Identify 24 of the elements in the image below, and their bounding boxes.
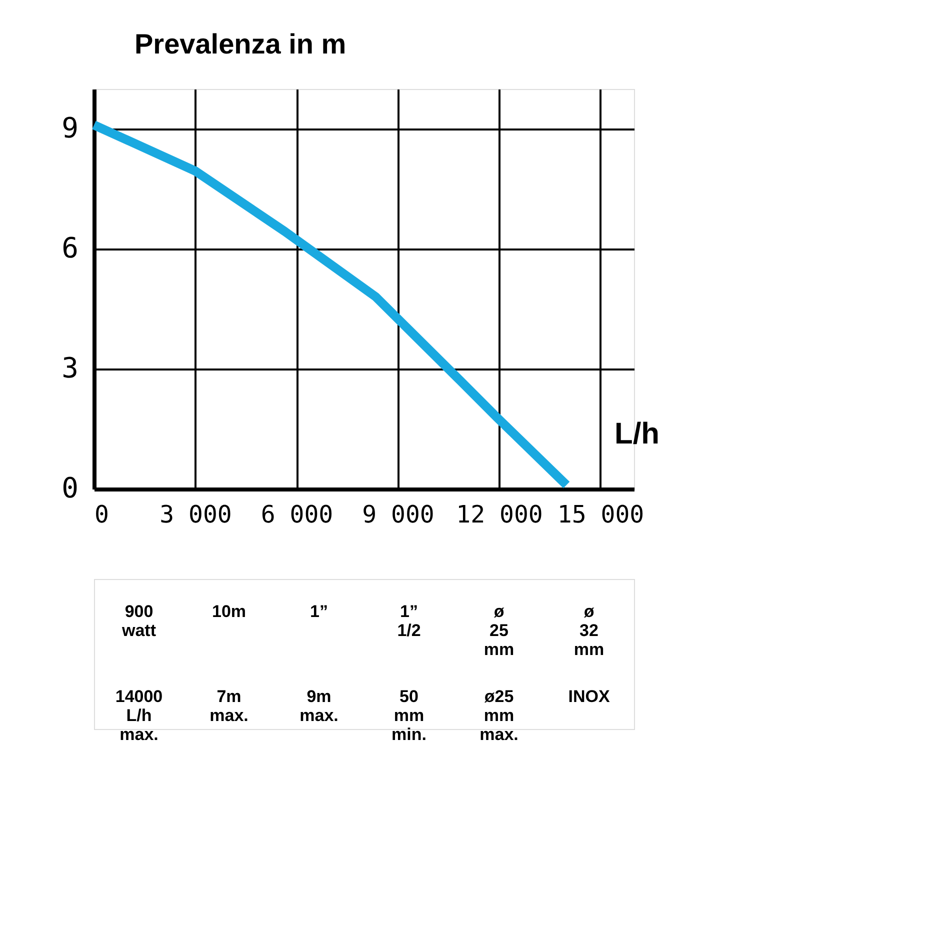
y-tick-label: 3 <box>62 352 78 384</box>
x-tick-label: 15 000 <box>557 500 644 528</box>
x-tick-label: 3 000 <box>160 500 232 528</box>
x-tick-label: 12 000 <box>456 500 543 528</box>
text: INOX <box>568 687 610 706</box>
y-tick-label: 9 <box>62 112 78 144</box>
text: 7m max. <box>210 687 248 725</box>
text: ø25 mm max. <box>480 687 518 744</box>
y-tick-label: 0 <box>62 472 78 504</box>
x-tick-label: 6 000 <box>260 500 334 528</box>
text: 14000 L/h max. <box>115 687 163 744</box>
x-tick-label: 0 <box>94 500 109 528</box>
y-tick-label: 6 <box>62 232 78 264</box>
text: ø 25 mm <box>484 602 514 659</box>
text: 1” 1/2 <box>397 602 421 640</box>
text: 9m max. <box>300 687 338 725</box>
text: 1” <box>310 602 328 621</box>
text: ø 32 mm <box>574 602 604 659</box>
text: 10m <box>212 602 246 621</box>
text: 900 watt <box>121 602 156 640</box>
x-axis-title: L/h <box>614 418 660 450</box>
text: 50 mm min. <box>392 687 426 744</box>
x-tick-label: 9 000 <box>362 500 434 528</box>
y-axis-title: Prevalenza in m <box>134 28 346 60</box>
